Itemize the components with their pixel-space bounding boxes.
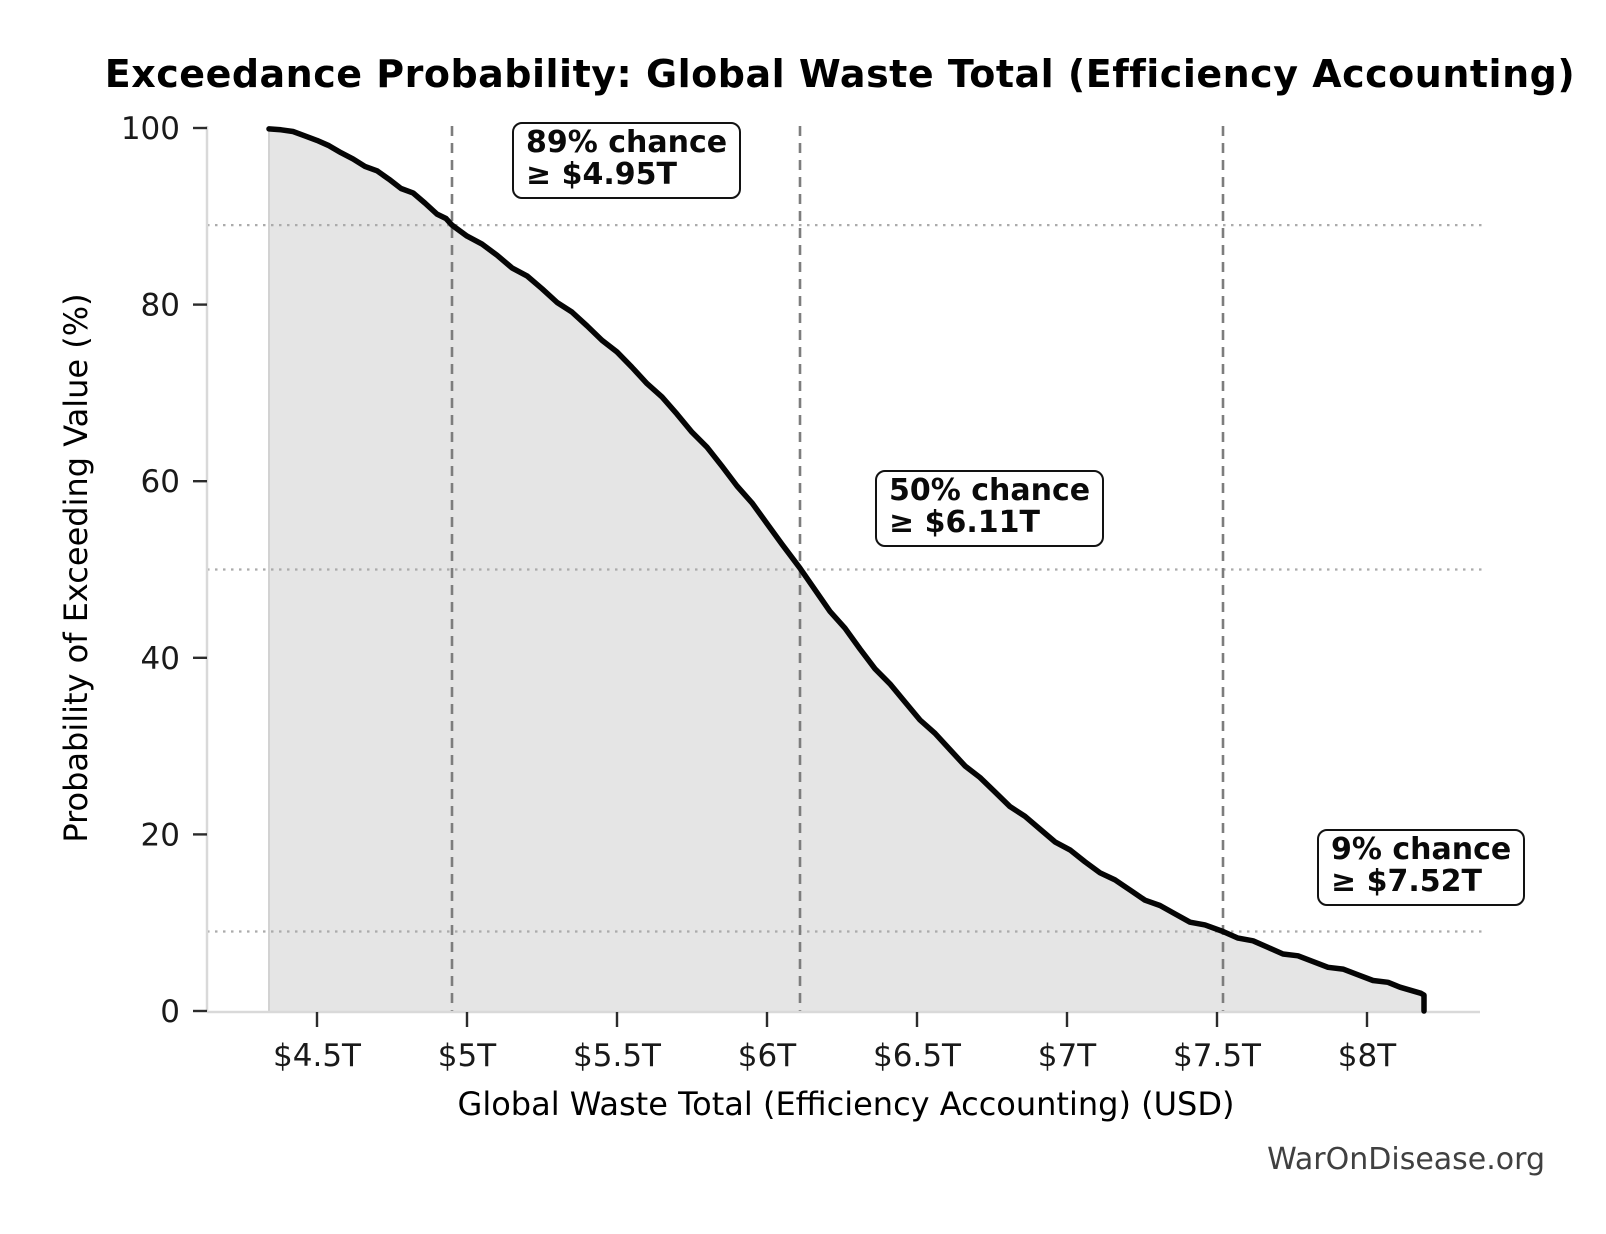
x-tick-label: $4.5T [273,1038,362,1074]
y-tick-label: 0 [160,994,180,1030]
annotation-value-text: ≥ $7.52T [1331,863,1482,899]
x-tick-label: $6.5T [873,1038,962,1074]
y-tick-label: 60 [141,464,180,500]
x-tick-label: $7.5T [1173,1038,1262,1074]
annotation-box-0: 89% chance ≥ $4.95T [512,122,742,200]
annotation-chance-text: 50% chance [889,472,1091,508]
x-tick-label: $8T [1338,1038,1397,1074]
x-tick-label: $5.5T [573,1038,662,1074]
x-tick-label: $6T [738,1038,797,1074]
annotation-value-text: ≥ $4.95T [526,157,677,193]
y-tick-label: 80 [141,288,180,324]
y-tick-label: 100 [121,111,180,147]
watermark-text: WarOnDisease.org [1267,1142,1545,1177]
annotation-box-1: 50% chance ≥ $6.11T [875,469,1105,547]
annotation-box-2: 9% chance ≥ $7.52T [1317,828,1526,906]
annotation-value-text: ≥ $6.11T [889,504,1040,540]
chart-title: Exceedance Probability: Global Waste Tot… [104,52,1576,96]
annotation-chance-text: 89% chance [526,125,728,161]
y-tick-label: 40 [141,641,180,677]
curve-line [266,126,1427,1014]
annotation-chance-text: 9% chance [1331,831,1512,867]
x-tick-label: $7T [1038,1038,1097,1074]
x-axis-label: Global Waste Total (Efficiency Accountin… [457,1085,1235,1123]
x-tick-label: $5T [438,1038,497,1074]
y-tick-label: 20 [141,817,180,853]
area-fill [269,128,1424,1011]
y-axis-label: Probability of Exceeding Value (%) [57,293,95,843]
